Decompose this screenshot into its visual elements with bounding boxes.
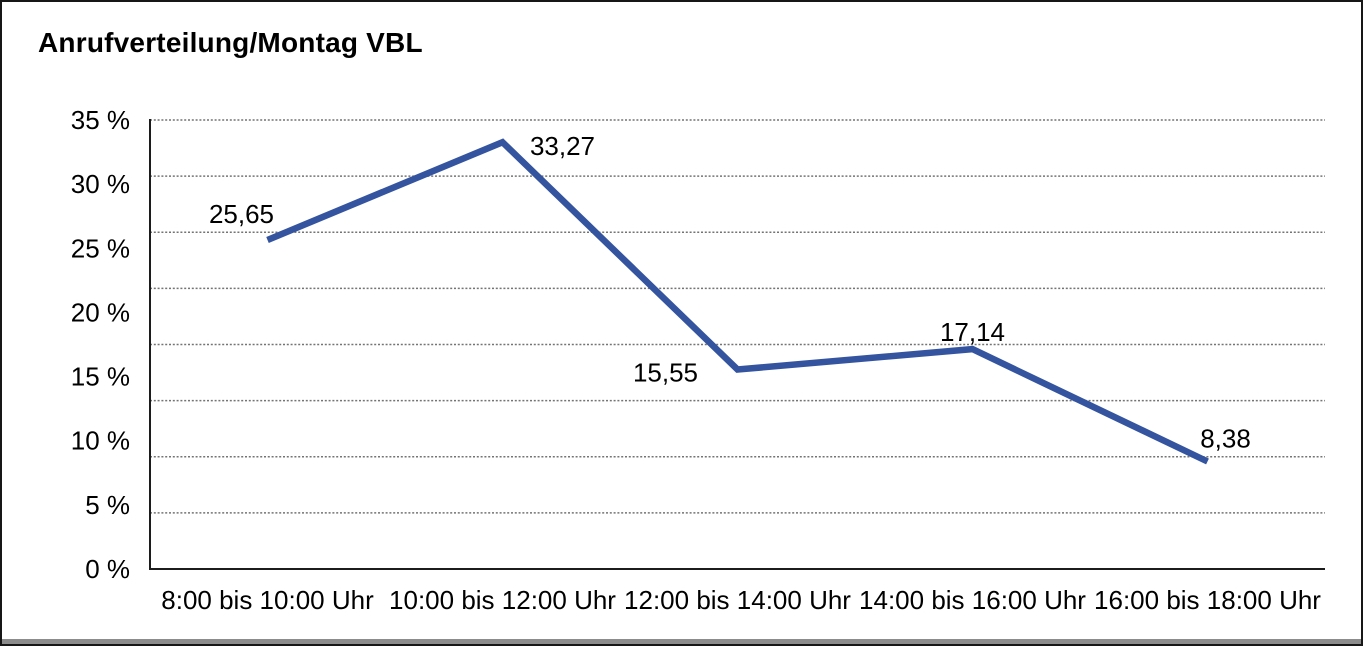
x-tick-label: 8:00 bis 10:00 Uhr (161, 585, 374, 615)
data-label: 15,55 (633, 358, 698, 388)
y-tick-label: 15 % (71, 362, 130, 392)
series-line (266, 138, 1209, 465)
data-label: 17,14 (940, 317, 1005, 347)
y-tick-label: 5 % (85, 490, 130, 520)
y-tick-label: 30 % (71, 169, 130, 199)
data-label: 25,65 (209, 199, 274, 229)
data-label: 8,38 (1200, 423, 1251, 453)
y-tick-label: 35 % (71, 105, 130, 135)
x-tick-label: 16:00 bis 18:00 Uhr (1094, 585, 1321, 615)
chart-title: Anrufverteilung/Montag VBL (38, 27, 423, 58)
y-tick-label: 20 % (71, 297, 130, 327)
y-tick-label: 0 % (85, 554, 130, 584)
y-tick-label: 25 % (71, 233, 130, 263)
window-bottom-edge (2, 639, 1361, 644)
data-label: 33,27 (530, 131, 595, 161)
x-tick-label: 12:00 bis 14:00 Uhr (624, 585, 851, 615)
x-tick-label: 10:00 bis 12:00 Uhr (389, 585, 616, 615)
y-tick-label: 10 % (71, 426, 130, 456)
x-tick-label: 14:00 bis 16:00 Uhr (859, 585, 1086, 615)
